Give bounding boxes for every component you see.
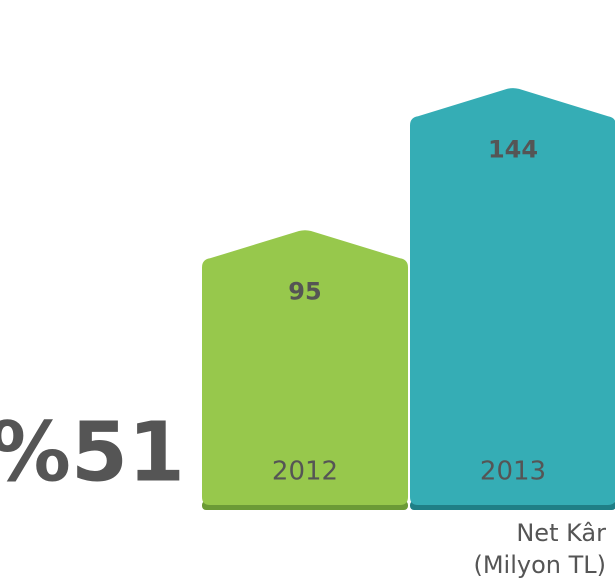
value-label: 144 [488,135,538,163]
unit-label: Net Kâr [516,519,606,547]
bar [410,88,615,505]
growth-annotation: %51 [0,405,185,500]
category-label: 2013 [480,457,546,487]
unit-label: (Milyon TL) [473,551,606,579]
value-label: 95 [288,278,321,306]
bar [202,230,408,505]
category-label: 2012 [272,457,338,487]
